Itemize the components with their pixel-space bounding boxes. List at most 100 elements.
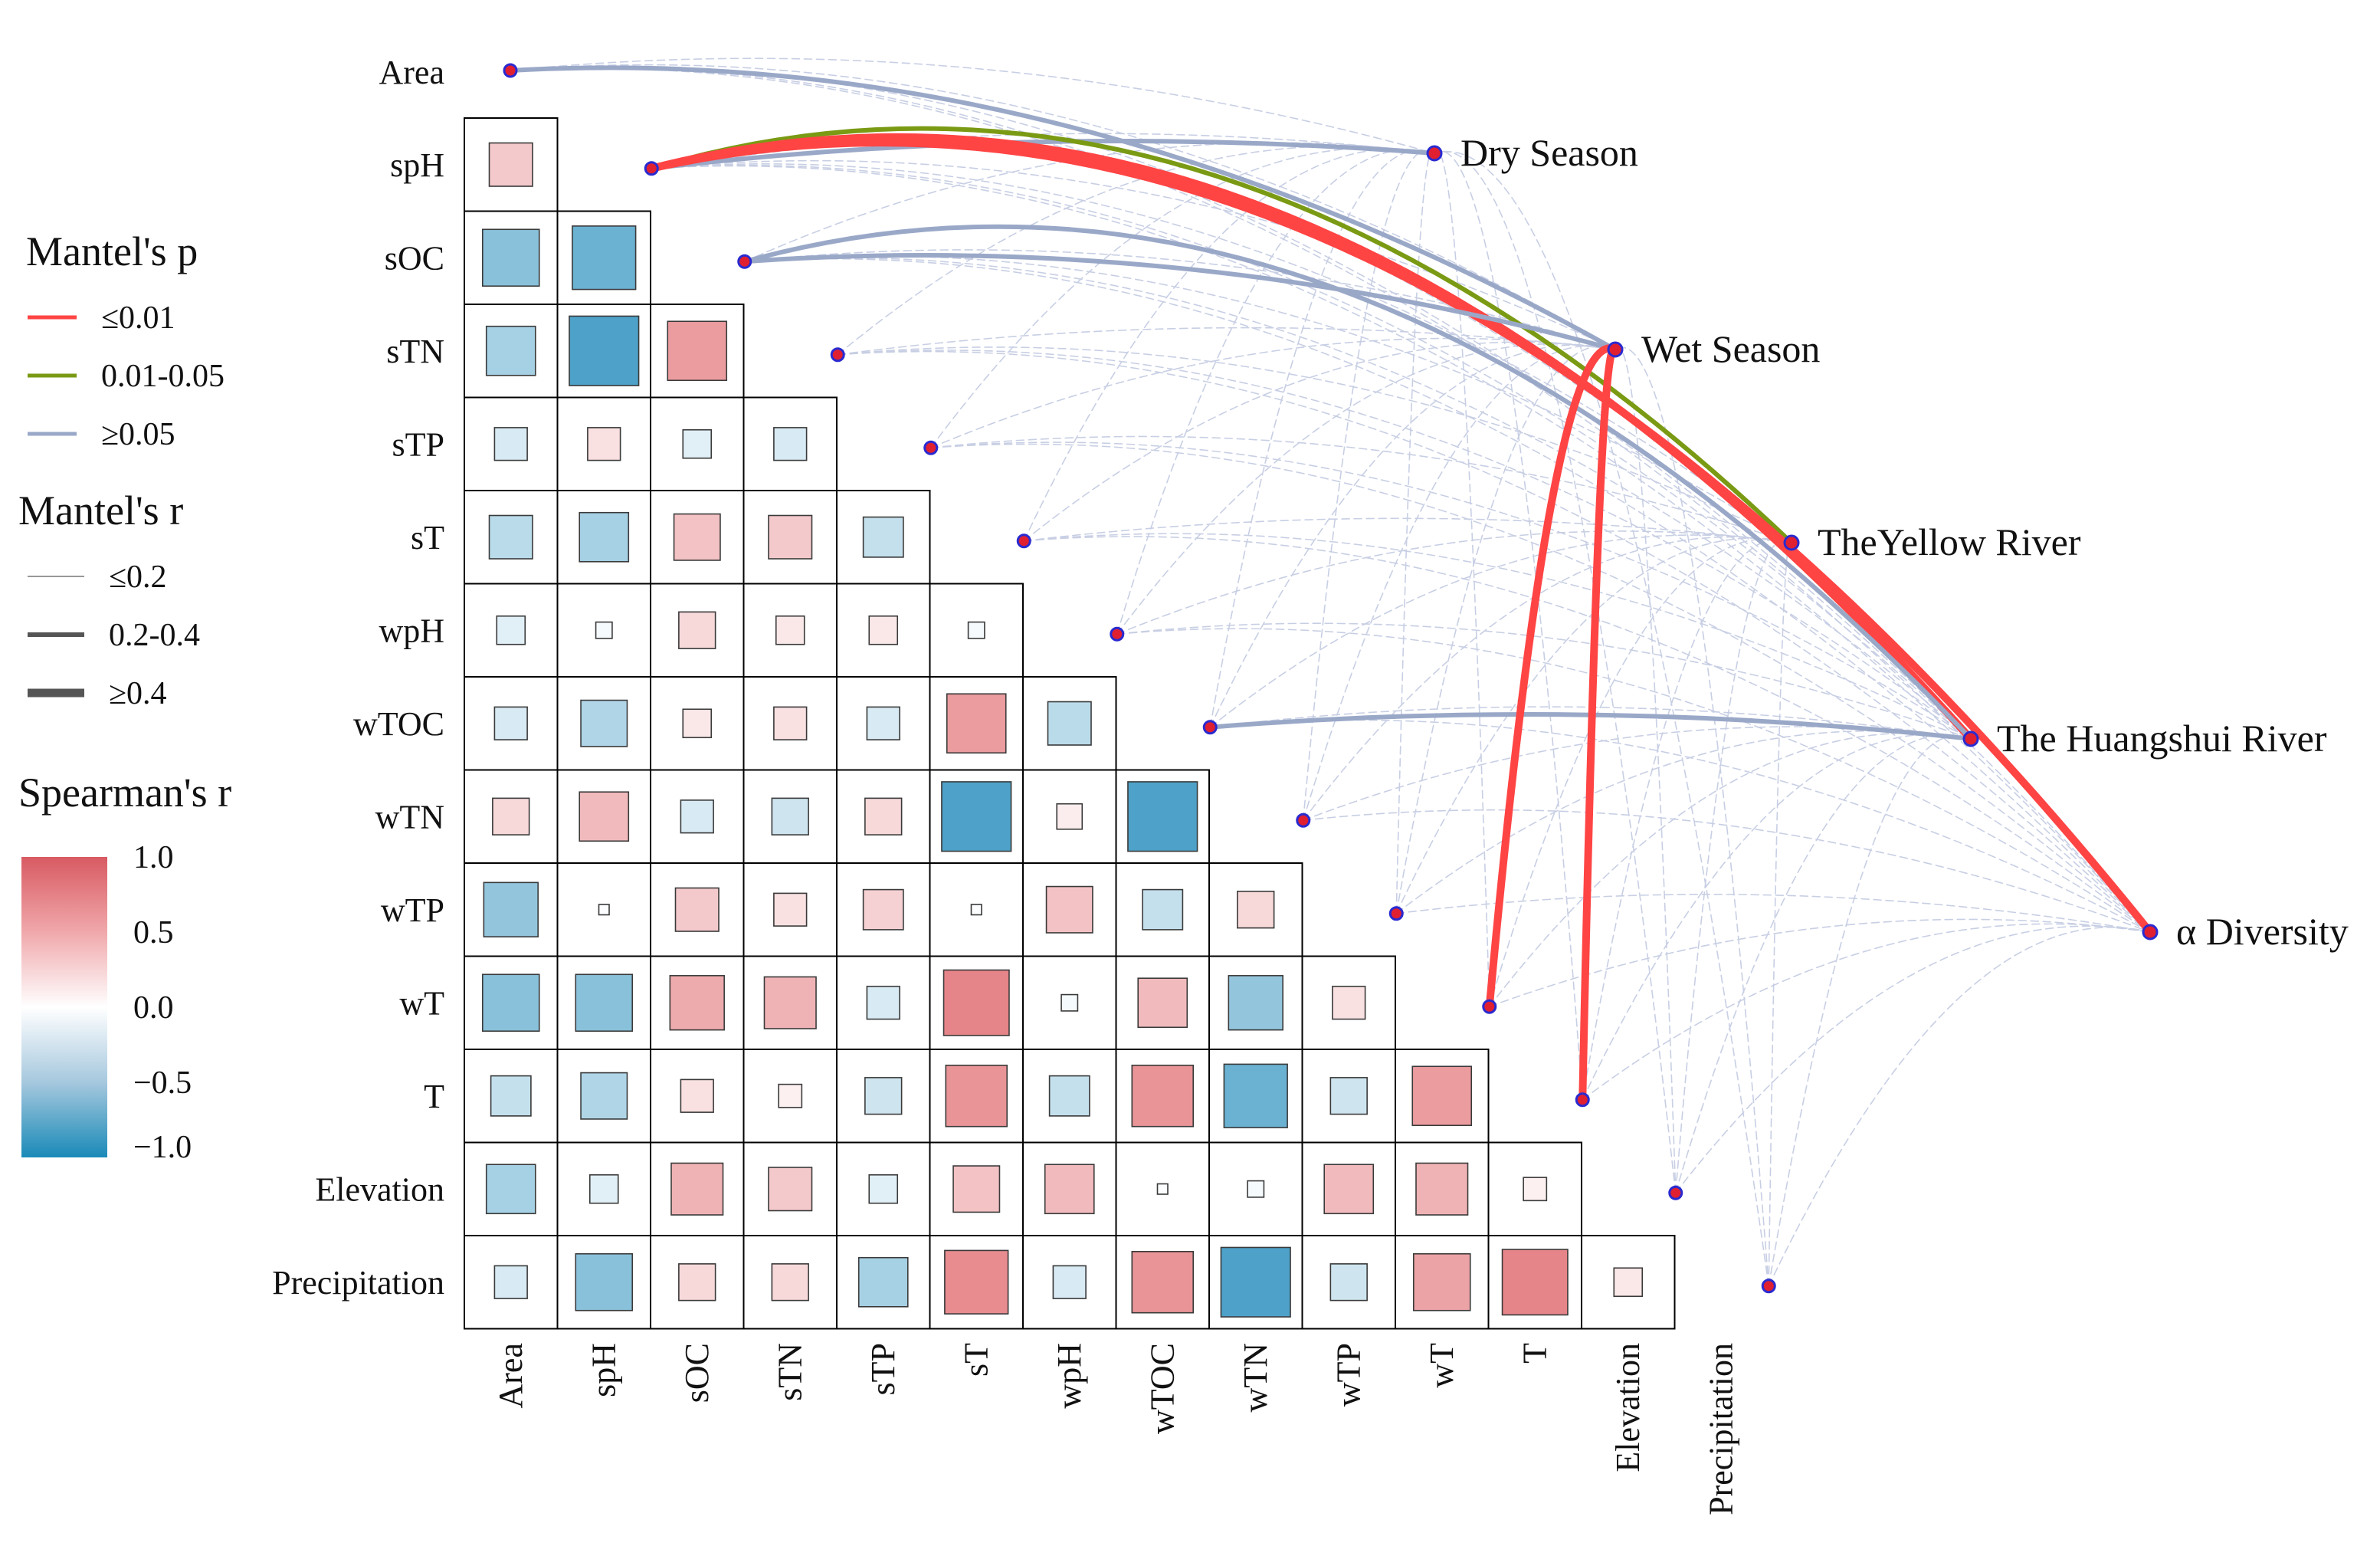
correlation-square bbox=[773, 706, 808, 740]
correlation-square bbox=[670, 1162, 724, 1216]
row-label: T bbox=[424, 1078, 444, 1115]
correlation-square bbox=[1156, 1183, 1169, 1195]
row-label: sTN bbox=[386, 333, 444, 370]
correlation-square bbox=[1228, 975, 1283, 1031]
correlation-square bbox=[862, 888, 904, 931]
target-label: α Diversity bbox=[2176, 910, 2349, 953]
correlation-square bbox=[945, 1064, 1008, 1128]
column-label: sTN bbox=[771, 1343, 808, 1401]
row-label: Precipitation bbox=[272, 1264, 444, 1302]
correlation-square bbox=[941, 781, 1012, 852]
variable-node bbox=[1110, 626, 1125, 642]
mantel-edge-thin bbox=[1302, 345, 1616, 822]
mantel-edge-thin bbox=[510, 67, 2151, 933]
row-label: wTP bbox=[381, 891, 444, 929]
correlation-square bbox=[1127, 781, 1198, 852]
mantel-edge-significant bbox=[742, 224, 1973, 741]
target-label: TheYellow River bbox=[1818, 520, 2081, 563]
row-label: Area bbox=[379, 54, 445, 91]
correlation-square bbox=[1332, 986, 1366, 1020]
spearman-tick-0: 1.0 bbox=[133, 840, 174, 875]
mantel-edge-thin bbox=[1302, 726, 1972, 822]
correlation-square bbox=[490, 1075, 532, 1117]
correlation-square bbox=[768, 1167, 813, 1212]
spearman-tick-4: −1.0 bbox=[133, 1130, 192, 1165]
mantel-edge-thin bbox=[837, 350, 2151, 933]
correlation-square bbox=[1223, 1063, 1288, 1128]
correlation-square bbox=[868, 615, 899, 645]
mantel-edge-thin bbox=[510, 64, 1616, 350]
column-label: wT bbox=[1423, 1343, 1460, 1388]
correlation-square bbox=[579, 511, 630, 563]
correlation-square bbox=[1237, 891, 1275, 929]
target-node bbox=[1607, 341, 1624, 358]
correlation-square bbox=[481, 228, 540, 287]
correlation-square bbox=[946, 693, 1007, 754]
mantel-edge-thin bbox=[1023, 517, 1792, 543]
spearman-heatmap-grid bbox=[464, 117, 1676, 1330]
correlation-square bbox=[682, 428, 713, 459]
correlation-square bbox=[1247, 1180, 1265, 1198]
correlation-square bbox=[673, 513, 721, 561]
mantel-edge-thin bbox=[510, 57, 1435, 154]
legend-p-item-2: ≥0.05 bbox=[101, 417, 175, 452]
column-label: wTN bbox=[1237, 1343, 1274, 1412]
mantel-edge-thin bbox=[929, 442, 1972, 740]
mantel-edge-thin bbox=[1768, 927, 2151, 1287]
row-label: wTN bbox=[375, 798, 444, 835]
mantel-edge-thin bbox=[1023, 536, 2151, 933]
mantel-edge-thin bbox=[1209, 149, 1435, 728]
correlation-square bbox=[778, 1083, 803, 1108]
correlation-square bbox=[862, 516, 904, 558]
legend-p-item-1: 0.01-0.05 bbox=[101, 359, 225, 394]
row-label: sT bbox=[411, 519, 444, 556]
target-node bbox=[1783, 534, 1800, 551]
target-node bbox=[1426, 145, 1443, 162]
correlation-square bbox=[485, 1164, 536, 1215]
correlation-square bbox=[1047, 701, 1092, 746]
mantel-edge-thin bbox=[1674, 925, 2151, 1194]
legend-spearman-title: Spearman's r bbox=[18, 770, 231, 816]
mantel-edge-significant bbox=[647, 139, 2154, 936]
legend-r-item-2: ≥0.4 bbox=[109, 676, 167, 711]
heatmap-cell bbox=[1208, 955, 1303, 1050]
correlation-square bbox=[669, 975, 725, 1031]
mantel-edge-thin bbox=[1582, 538, 1792, 1101]
correlation-square bbox=[1220, 1246, 1291, 1318]
mantel-edge-thin bbox=[929, 443, 2151, 933]
correlation-square bbox=[485, 325, 536, 376]
spearman-colorbar bbox=[21, 857, 107, 1157]
mantel-edge-thin bbox=[1116, 530, 1792, 635]
row-label: spH bbox=[390, 146, 444, 184]
mantel-edge-thin bbox=[1023, 148, 1435, 542]
correlation-square bbox=[1061, 993, 1079, 1012]
legend-r-item-1: 0.2-0.4 bbox=[109, 618, 200, 653]
mantel-edge-thin bbox=[1488, 732, 1972, 1008]
mantel-edge-thin bbox=[1768, 734, 1972, 1287]
correlation-square bbox=[970, 904, 982, 916]
correlation-square bbox=[1048, 1075, 1090, 1117]
mantel-edge-thin bbox=[1488, 538, 1792, 1008]
significant-mantel-edges bbox=[508, 65, 2154, 1104]
mantel-edge-thin bbox=[1209, 534, 1792, 728]
variable-node bbox=[1388, 906, 1404, 921]
correlation-square bbox=[579, 791, 630, 842]
correlation-square bbox=[678, 1263, 716, 1302]
correlation-square bbox=[595, 621, 613, 639]
variable-node bbox=[830, 347, 845, 363]
column-label: Area bbox=[492, 1343, 529, 1409]
correlation-square bbox=[496, 615, 526, 645]
correlation-square bbox=[488, 142, 533, 187]
correlation-square bbox=[493, 706, 528, 740]
legend-mantel-r-title: Mantel's r bbox=[18, 487, 183, 533]
correlation-square bbox=[866, 986, 900, 1020]
correlation-square bbox=[575, 1252, 634, 1311]
mantel-edge-significant bbox=[508, 65, 1618, 352]
row-label: wpH bbox=[379, 612, 444, 649]
correlation-square bbox=[967, 621, 985, 639]
legend: Mantel's p ≤0.01 0.01-0.05 ≥0.05 Mantel'… bbox=[18, 228, 231, 1165]
mantel-edge-significant bbox=[742, 253, 1618, 352]
mantel-edge-significant bbox=[649, 126, 1794, 545]
correlation-square bbox=[1412, 1252, 1471, 1311]
correlation-square bbox=[771, 797, 809, 835]
